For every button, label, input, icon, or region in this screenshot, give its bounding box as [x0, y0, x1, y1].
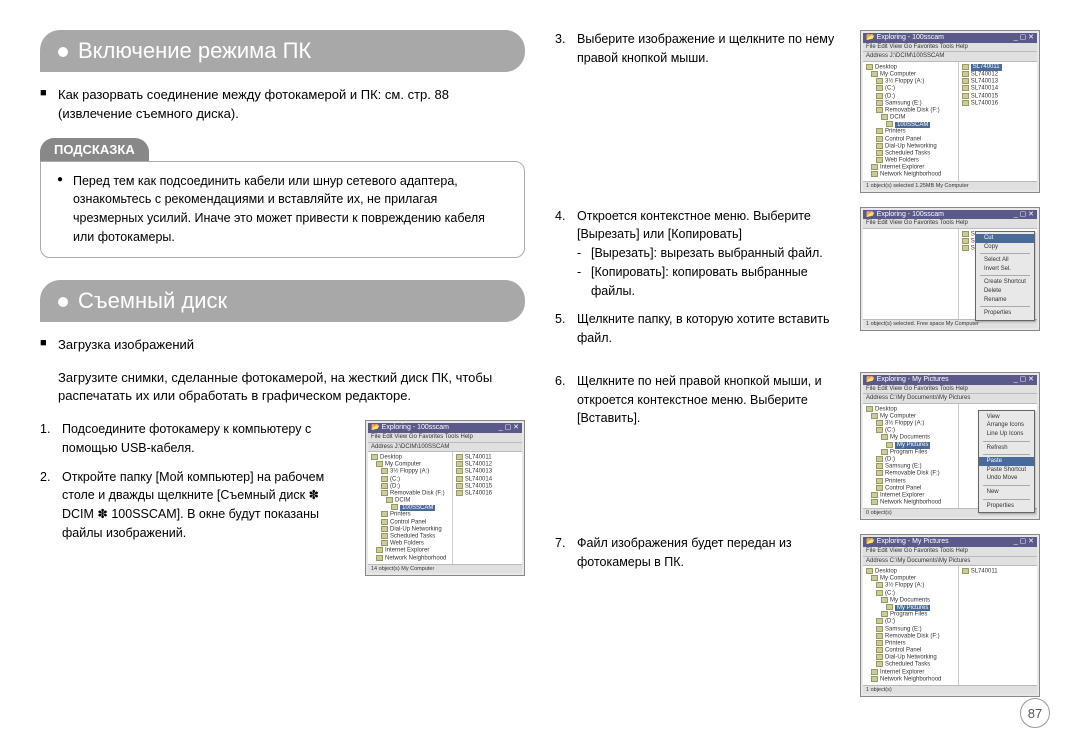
step-7-text: Файл изображения будет передан из фотока… — [577, 536, 792, 569]
step-4-number: 4. — [555, 207, 565, 226]
step-5: 5. Щелкните папку, в которую хотите вста… — [555, 310, 848, 348]
disconnect-note: Как разорвать соединение между фотокамер… — [40, 86, 525, 124]
explorer-screenshot-6: 📂 Exploring - My Pictures_ ▢ ✕File Edit … — [860, 372, 1040, 520]
step-2-text: Откройте папку [Мой компьютер] на рабоче… — [62, 470, 324, 540]
explorer-screenshot-7: 📂 Exploring - My Pictures_ ▢ ✕File Edit … — [860, 534, 1040, 697]
step-1-text: Подсоедините фотокамеру к компьютеру с п… — [62, 422, 311, 455]
step-4: 4. Откроется контекстное меню. Выберите … — [555, 207, 848, 301]
hint-title: ПОДСКАЗКА — [40, 138, 149, 161]
download-intro: Загрузите снимки, сделанные фотокамерой,… — [40, 369, 525, 407]
step-1: 1. Подсоедините фотокамеру к компьютеру … — [40, 420, 353, 458]
left-column: Включение режима ПК Как разорвать соедин… — [40, 30, 525, 711]
step-4-sub2: [Копировать]: копировать выбранные файлы… — [577, 263, 848, 301]
hint-body-text: Перед тем как подсоединить кабели или шн… — [57, 172, 508, 247]
step-3-number: 3. — [555, 30, 565, 49]
explorer-screenshot-4: 📂 Exploring - 100sscam_ ▢ ✕File Edit Vie… — [860, 207, 1040, 331]
step-2: 2. Откройте папку [Мой компьютер] на раб… — [40, 468, 353, 543]
section-heading-removable-disk: Съемный диск — [40, 280, 525, 322]
page-number: 87 — [1020, 698, 1050, 728]
explorer-screenshot-3: 📂 Exploring - 100sscam_ ▢ ✕File Edit Vie… — [860, 30, 1040, 193]
step-6-number: 6. — [555, 372, 565, 391]
step-6-text: Щелкните по ней правой кнопкой мыши, и о… — [577, 374, 822, 426]
manual-page: Включение режима ПК Как разорвать соедин… — [40, 30, 1040, 711]
step-7-number: 7. — [555, 534, 565, 553]
step-3-text: Выберите изображение и щелкните по нему … — [577, 32, 834, 65]
step-4-sub1: [Вырезать]: вырезать выбранный файл. — [577, 244, 848, 263]
right-column: 3. Выберите изображение и щелкните по не… — [555, 30, 1040, 711]
step-1-number: 1. — [40, 420, 50, 439]
section-heading-pc-mode: Включение режима ПК — [40, 30, 525, 72]
step-7: 7. Файл изображения будет передан из фот… — [555, 534, 848, 572]
step-3: 3. Выберите изображение и щелкните по не… — [555, 30, 848, 68]
download-heading: Загрузка изображений — [40, 336, 525, 355]
step-5-number: 5. — [555, 310, 565, 329]
step-6: 6. Щелкните по ней правой кнопкой мыши, … — [555, 372, 848, 428]
step-2-number: 2. — [40, 468, 50, 487]
step-4-text: Откроется контекстное меню. Выберите [Вы… — [577, 209, 811, 242]
step-5-text: Щелкните папку, в которую хотите вставит… — [577, 312, 829, 345]
hint-box: ПОДСКАЗКА Перед тем как подсоединить каб… — [40, 138, 525, 258]
explorer-screenshot-left: 📂 Exploring - 100sscam_ ▢ ✕File Edit Vie… — [365, 420, 525, 576]
